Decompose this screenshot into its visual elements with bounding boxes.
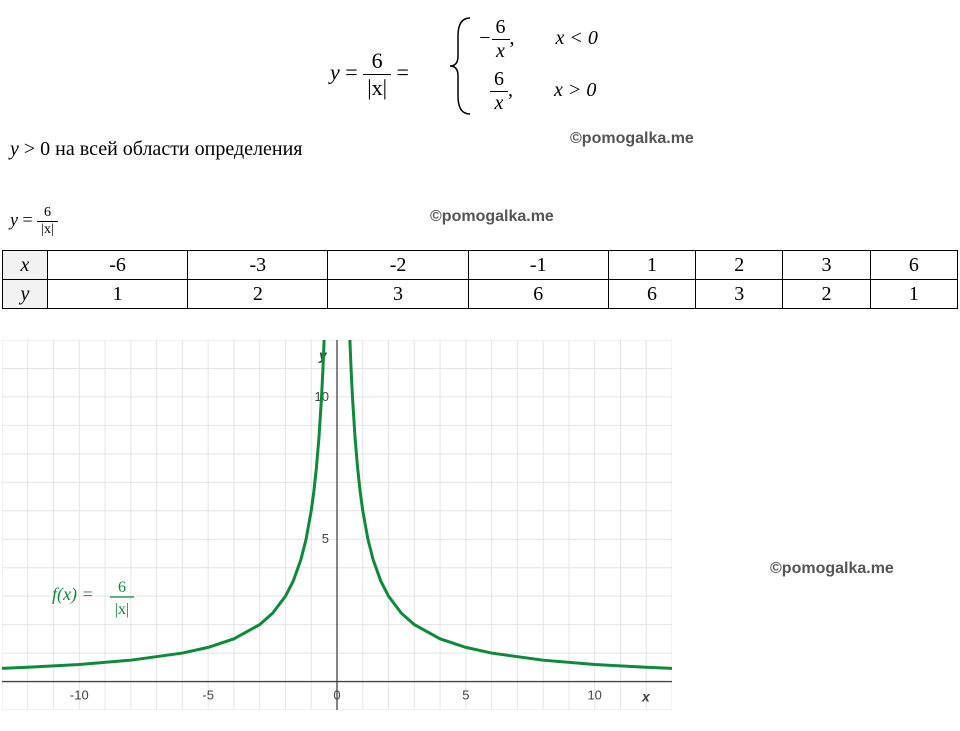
table-cell: -2 <box>328 251 468 280</box>
piecewise-equation: y = 6 |x| = − 6 x , x < 0 6 <box>0 10 960 120</box>
svg-text:-5: -5 <box>202 688 214 703</box>
piece1-num: 6 <box>492 16 510 39</box>
domain-statement: y > 0 на всей области определения <box>10 138 302 161</box>
piece-2: 6 x , x > 0 <box>490 68 596 115</box>
table-cell: 1 <box>48 280 188 309</box>
table-cell: 6 <box>608 280 695 309</box>
table-cell: 2 <box>188 280 328 309</box>
watermark: ©pomogalka.me <box>570 130 694 148</box>
table-row-header: x <box>3 251 48 280</box>
page-root: y = 6 |x| = − 6 x , x < 0 6 <box>0 0 960 731</box>
table-cell: 3 <box>696 280 783 309</box>
mid-frac-den: |x| <box>363 74 391 101</box>
table-row-header: y <box>3 280 48 309</box>
svg-text:-10: -10 <box>70 688 89 703</box>
svg-text:f(x) =: f(x) = <box>52 584 94 605</box>
piece1-prefix: − <box>478 27 492 49</box>
piece2-den: x <box>490 91 508 115</box>
piece1-cond: x < 0 <box>556 27 598 49</box>
table-cell: 3 <box>783 251 870 280</box>
lhs-y: y <box>330 60 340 85</box>
mid-frac-num: 6 <box>363 48 391 74</box>
svg-text:10: 10 <box>587 688 601 703</box>
table-cell: 1 <box>608 251 695 280</box>
piece2-num: 6 <box>490 68 508 91</box>
svg-text:5: 5 <box>322 531 329 546</box>
piece2-cond: x > 0 <box>554 79 596 101</box>
left-brace-icon <box>448 16 476 116</box>
small-eq-den: |x| <box>37 221 58 238</box>
piece1-den: x <box>492 39 510 63</box>
mid-fraction: 6 |x| <box>363 48 391 101</box>
equation-lhs: y = 6 |x| = <box>330 48 409 101</box>
svg-text:6: 6 <box>118 579 126 596</box>
function-chart: -10-50510510yxf(x) =6|x| <box>2 340 672 710</box>
svg-text:x: x <box>641 689 651 705</box>
watermark: ©pomogalka.me <box>770 560 894 578</box>
table-cell: 2 <box>696 251 783 280</box>
table-cell: 2 <box>783 280 870 309</box>
value-table: x-6-3-2-11236y12366321 <box>2 250 958 309</box>
table-cell: -6 <box>48 251 188 280</box>
table-cell: 1 <box>870 280 957 309</box>
small-eq-num: 6 <box>37 205 58 221</box>
svg-text:|x|: |x| <box>115 601 129 618</box>
watermark: ©pomogalka.me <box>430 208 554 226</box>
table-cell: -1 <box>468 251 608 280</box>
small-eq-lhs: y <box>10 210 18 230</box>
table-cell: 6 <box>870 251 957 280</box>
table-cell: 6 <box>468 280 608 309</box>
table-cell: 3 <box>328 280 468 309</box>
svg-text:5: 5 <box>462 688 469 703</box>
table-cell: -3 <box>188 251 328 280</box>
piece-1: − 6 x , x < 0 <box>478 16 598 63</box>
small-equation: y = 6 |x| <box>10 205 58 238</box>
svg-text:0: 0 <box>333 688 340 703</box>
